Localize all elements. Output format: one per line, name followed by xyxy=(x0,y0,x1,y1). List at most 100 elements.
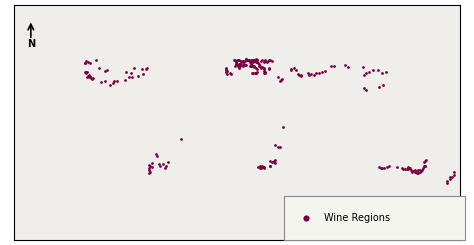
Point xyxy=(250,58,257,62)
Point xyxy=(227,73,235,76)
Point xyxy=(260,66,267,70)
Point xyxy=(262,70,269,74)
Point xyxy=(446,175,454,179)
Point xyxy=(103,68,111,72)
Point xyxy=(444,179,451,183)
Point xyxy=(271,159,279,162)
Point xyxy=(260,166,267,170)
Point xyxy=(248,63,255,67)
Point xyxy=(244,58,251,62)
Point xyxy=(420,160,428,164)
Point xyxy=(270,159,277,163)
Point xyxy=(223,67,230,71)
Text: Wine Regions: Wine Regions xyxy=(324,213,390,223)
Point xyxy=(234,64,241,68)
Point xyxy=(252,72,259,75)
Point xyxy=(146,170,154,173)
Point xyxy=(297,74,304,78)
Point xyxy=(82,71,89,74)
Point xyxy=(261,72,269,75)
Point xyxy=(270,160,278,164)
Point xyxy=(236,66,243,70)
Point xyxy=(234,62,241,66)
Point xyxy=(247,64,255,68)
Point xyxy=(381,166,388,170)
Point xyxy=(259,165,267,169)
Point xyxy=(413,170,420,173)
Point xyxy=(243,58,251,62)
Point xyxy=(363,71,370,75)
Point xyxy=(126,74,133,78)
Point xyxy=(238,63,246,67)
Point xyxy=(253,59,261,62)
Point xyxy=(236,59,243,62)
Point xyxy=(266,164,273,168)
Point xyxy=(251,59,259,63)
Point xyxy=(417,169,425,173)
Point xyxy=(82,61,89,65)
Point xyxy=(240,62,247,66)
Point xyxy=(254,58,261,61)
Point xyxy=(252,71,260,75)
Point xyxy=(414,171,421,175)
Point xyxy=(360,86,368,90)
Point xyxy=(421,164,428,168)
Point xyxy=(341,63,348,67)
Point xyxy=(231,59,238,62)
Point xyxy=(144,66,151,70)
Point xyxy=(148,165,156,169)
Point xyxy=(257,165,265,169)
Point xyxy=(237,61,245,64)
Point xyxy=(257,66,265,70)
Point xyxy=(264,59,272,63)
Point xyxy=(327,64,335,68)
Point xyxy=(254,165,262,169)
Point xyxy=(448,175,456,179)
Point xyxy=(365,70,373,74)
Point xyxy=(226,71,233,75)
Point xyxy=(295,73,303,77)
Point xyxy=(256,64,264,68)
Point xyxy=(450,170,457,173)
Point xyxy=(241,63,248,67)
Point xyxy=(81,61,88,65)
Point xyxy=(374,68,382,72)
Point xyxy=(222,66,229,70)
Point xyxy=(237,62,244,66)
Point xyxy=(421,164,429,168)
Point xyxy=(88,77,96,81)
Point xyxy=(97,80,105,84)
Point xyxy=(257,59,264,63)
Point xyxy=(239,59,247,63)
Point xyxy=(385,164,393,168)
Point xyxy=(224,72,231,76)
Point xyxy=(304,72,311,75)
Point xyxy=(146,163,153,167)
Point xyxy=(237,64,244,68)
Point xyxy=(312,72,320,75)
Point xyxy=(250,64,257,68)
Point xyxy=(106,83,113,86)
Point xyxy=(121,78,129,82)
Point xyxy=(400,167,407,171)
Point xyxy=(401,167,409,171)
Point xyxy=(450,173,458,177)
Point xyxy=(308,72,315,76)
Point xyxy=(246,64,254,68)
Point xyxy=(266,159,274,163)
Point xyxy=(268,59,275,63)
Point xyxy=(407,168,415,172)
Point xyxy=(109,81,117,85)
Point xyxy=(265,67,273,71)
Point xyxy=(443,181,451,184)
Point xyxy=(359,65,366,69)
Point xyxy=(404,167,411,171)
Point xyxy=(412,170,419,174)
Point xyxy=(223,69,231,73)
Point xyxy=(278,77,285,81)
Point xyxy=(246,61,254,64)
Point xyxy=(246,59,253,62)
Point xyxy=(416,168,424,172)
Point xyxy=(89,76,97,80)
Point xyxy=(101,79,109,83)
